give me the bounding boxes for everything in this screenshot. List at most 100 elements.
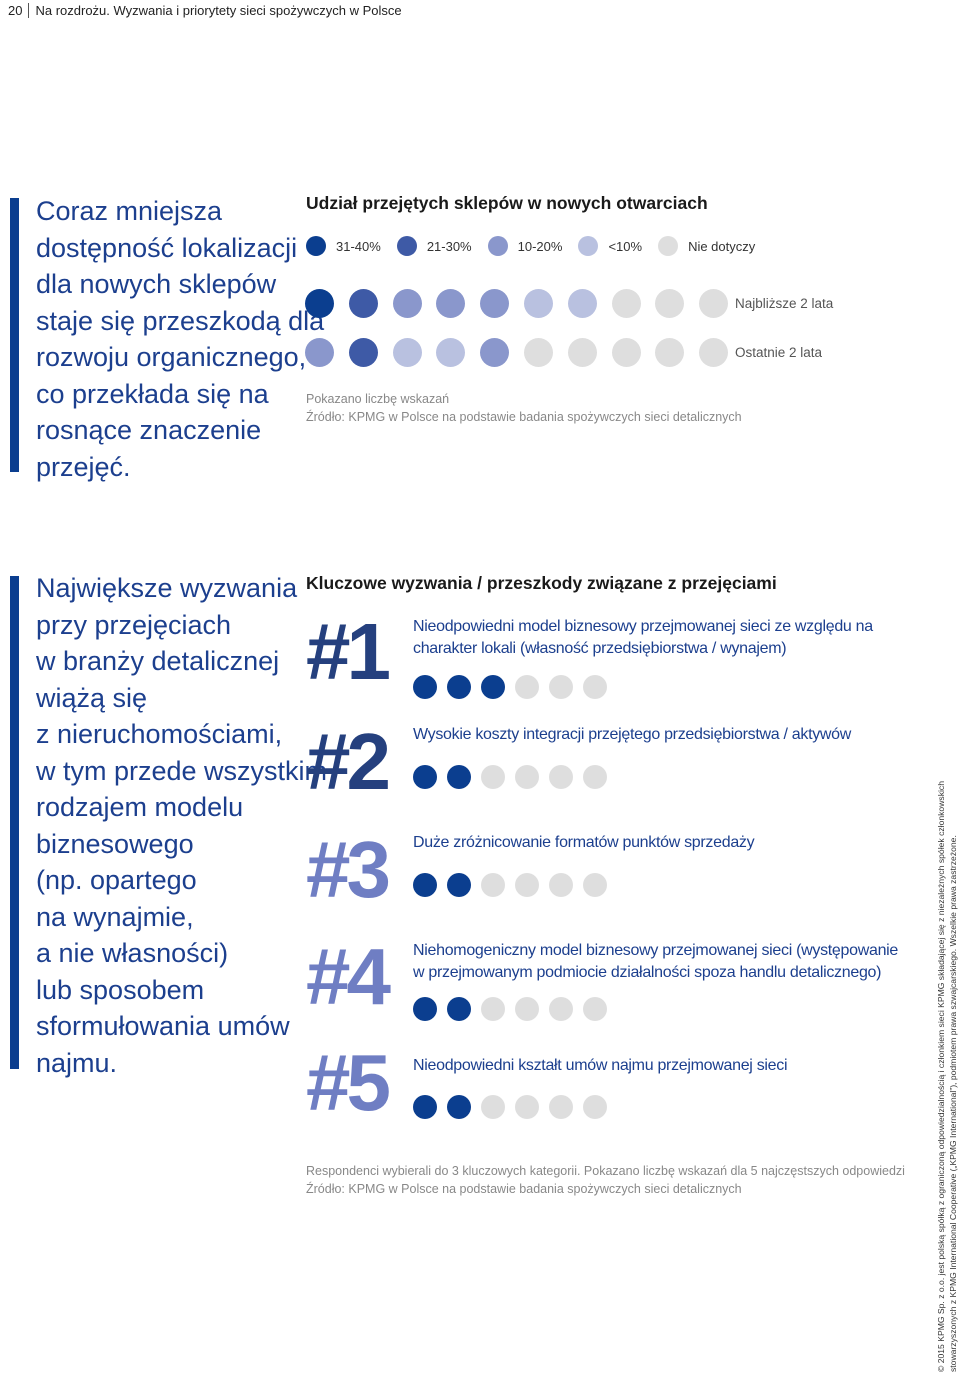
lead-line: rosnące znaczenie	[36, 415, 262, 445]
legend-item: Nie dotyczy	[658, 236, 755, 256]
score-dot-filled	[481, 675, 505, 699]
rank-3: #3	[306, 825, 391, 914]
score-dot-empty	[549, 675, 573, 699]
challenges-title: Kluczowe wyzwania / przeszkody związane …	[306, 573, 777, 593]
score-dot-empty	[583, 997, 607, 1021]
score-dot-empty	[515, 873, 539, 897]
lead-line: przy przejęciach	[36, 609, 232, 640]
score-dot-empty	[583, 1095, 607, 1119]
indicator-dot	[392, 338, 422, 367]
score-dot-filled	[413, 873, 437, 897]
lead-line: Największe wyzwania	[36, 573, 298, 603]
challenge-1-dots	[413, 675, 617, 699]
legend-label: 31-40%	[336, 238, 381, 254]
score-dot-empty	[583, 873, 607, 897]
lead-line: sformułowania umów	[36, 1011, 290, 1041]
lead-line: Coraz mniejsza	[36, 196, 223, 226]
lead-line: (np. opartego	[36, 865, 197, 895]
challenge-5-dots	[413, 1095, 617, 1119]
score-dot-empty	[515, 675, 539, 699]
challenge-line: Nieodpowiedni model biznesowy przejmowan…	[413, 618, 873, 635]
lead-line: najmu.	[36, 1047, 118, 1078]
score-dot-filled	[447, 873, 471, 897]
chart-title: Udział przejętych sklepów w nowych otwar…	[306, 193, 708, 213]
indicator-dot	[305, 338, 334, 367]
indicator-dot	[348, 338, 378, 367]
score-dot-filled	[413, 765, 437, 789]
score-dot-filled	[413, 675, 437, 699]
legend-item: 31-40%	[306, 236, 381, 256]
legal-note: © 2015 KPMG Sp. z o.o. jest polską spółk…	[935, 781, 959, 1372]
indicator-dot	[436, 338, 466, 367]
chart-note: Pokazano liczbę wskazań	[306, 392, 450, 406]
legend-label: 21-30%	[426, 238, 472, 254]
legend: 31-40% 21-30% 10-20% <10% Nie dotyczy	[306, 236, 771, 256]
indicator-dot	[523, 338, 553, 367]
dot-row-next-2-years	[305, 289, 743, 318]
challenges-source: Źródło: KPMG w Polsce na podstawie badan…	[306, 1182, 742, 1196]
indicator-dot	[392, 289, 422, 318]
legend-item: 10-20%	[487, 236, 563, 256]
legend-label: <10%	[608, 238, 643, 254]
lead-line: wiążą się	[36, 682, 148, 713]
legend-item: <10%	[578, 236, 642, 256]
score-dot-empty	[583, 675, 607, 699]
score-dot-filled	[413, 1095, 437, 1119]
legend-dot	[306, 236, 326, 256]
indicator-dot	[655, 289, 685, 318]
lead-line: przejęć.	[36, 451, 131, 482]
dot-row-last-2-years	[305, 338, 743, 367]
score-dot-empty	[549, 1095, 573, 1119]
indicator-dot	[305, 289, 334, 318]
legend-dot	[658, 236, 679, 256]
challenge-line: w przejmowanym podmiocie działalności sp…	[413, 964, 882, 981]
challenges-note: Respondenci wybierali do 3 kluczowych ka…	[306, 1164, 905, 1178]
indicator-dot	[348, 289, 378, 318]
rank-4: #4	[306, 932, 391, 1021]
lead-text-2: Największe wyzwania przy przejęciach w b…	[36, 570, 327, 1081]
score-dot-empty	[583, 765, 607, 789]
indicator-dot	[480, 289, 510, 318]
indicator-dot	[699, 338, 729, 367]
lead-line: na wynajmie,	[36, 901, 194, 932]
indicator-dot	[567, 289, 597, 318]
score-dot-empty	[549, 873, 573, 897]
score-dot-empty	[515, 765, 539, 789]
legal-line: © 2015 KPMG Sp. z o.o. jest polską spółk…	[936, 781, 946, 1372]
score-dot-empty	[481, 997, 505, 1021]
lead-line: lub sposobem	[36, 974, 205, 1005]
row-label-next-2-years: Najbliższe 2 lata	[735, 296, 834, 311]
lead-text-1: Coraz mniejsza dostępność lokalizacji dl…	[36, 193, 324, 485]
challenge-3-dots	[413, 873, 617, 897]
indicator-dot	[611, 289, 641, 318]
challenge-4-dots	[413, 997, 617, 1021]
chart-source: Źródło: KPMG w Polsce na podstawie badan…	[306, 410, 742, 424]
lead-line: a nie własności)	[36, 938, 229, 968]
score-dot-empty	[481, 765, 505, 789]
challenge-5-text: Nieodpowiedni kształt umów najmu przejmo…	[413, 1055, 788, 1077]
challenge-4-text: Niehomogeniczny model biznesowy przejmow…	[413, 940, 898, 984]
rank-2: #2	[306, 717, 391, 806]
legend-label: 10-20%	[517, 238, 563, 254]
score-dot-empty	[515, 1095, 539, 1119]
score-dot-empty	[549, 765, 573, 789]
legend-dot	[396, 236, 417, 256]
score-dot-filled	[447, 997, 471, 1021]
challenge-3-text: Duże zróżnicowanie formatów punktów sprz…	[413, 832, 755, 854]
lead-line: dla nowych sklepów	[36, 269, 277, 299]
legend-label: Nie dotyczy	[688, 238, 756, 254]
indicator-dot	[567, 338, 597, 367]
challenge-line: Wysokie koszty integracji przejętego prz…	[413, 726, 852, 743]
challenge-1-text: Nieodpowiedni model biznesowy przejmowan…	[413, 616, 873, 660]
lead-line: co przekłada się na	[36, 378, 269, 409]
score-dot-empty	[481, 873, 505, 897]
indicator-dot	[436, 289, 466, 318]
score-dot-empty	[481, 1095, 505, 1119]
lead-line: rodzajem modelu	[36, 792, 244, 822]
lead-line: staje się przeszkodą dla	[36, 305, 325, 336]
challenge-line: Nieodpowiedni kształt umów najmu przejmo…	[413, 1057, 788, 1074]
lead-line: biznesowego	[36, 828, 194, 859]
score-dot-filled	[447, 675, 471, 699]
challenge-2-text: Wysokie koszty integracji przejętego prz…	[413, 724, 851, 746]
legend-item: 21-30%	[396, 236, 472, 256]
